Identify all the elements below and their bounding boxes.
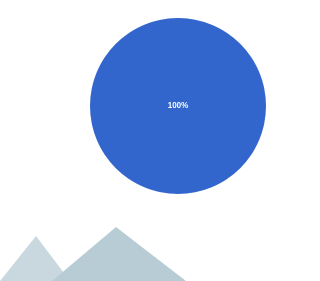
- slice-label: 100%: [168, 101, 188, 110]
- mountain-large: [52, 227, 186, 281]
- page: {"chart_data": {"type": "pie", "values":…: [0, 0, 266, 281]
- mountain-small: [0, 236, 70, 281]
- screen: 100%: [0, 0, 266, 281]
- pie-chart: 100%: [90, 18, 266, 194]
